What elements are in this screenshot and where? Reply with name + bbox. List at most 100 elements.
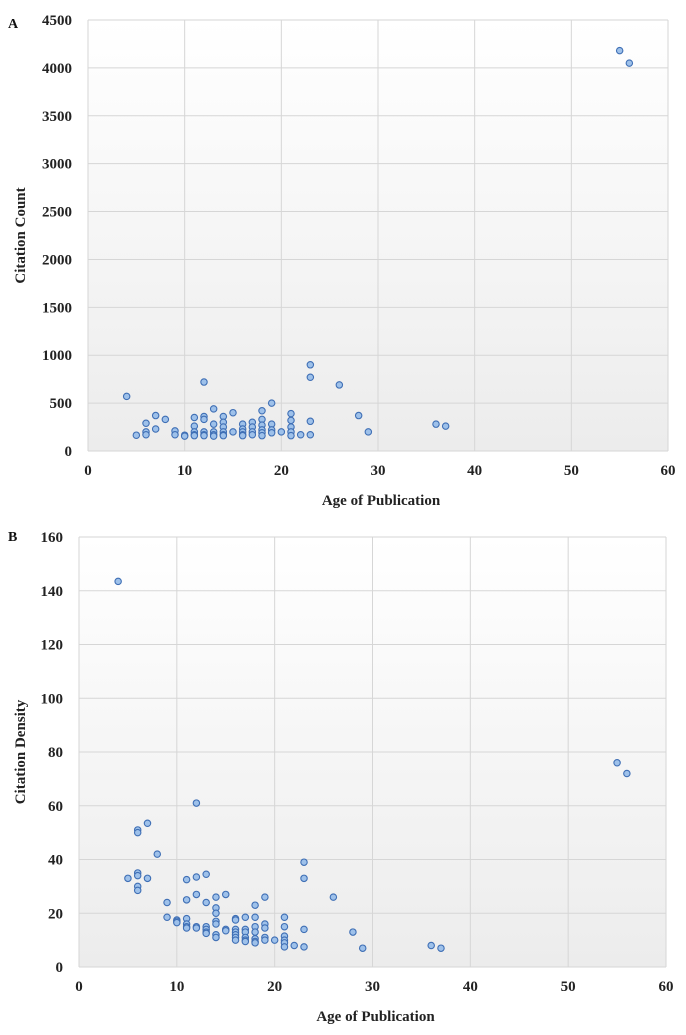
scatter-point [133,886,142,895]
y-tick-label: 0 [65,444,73,460]
scatter-point [287,431,295,440]
scatter-point [151,411,160,420]
scatter-point [251,939,259,947]
y-tick-label: 3500 [42,109,72,125]
scatter-point [209,420,218,428]
scatter-point [261,936,269,944]
y-tick-label: 0 [56,960,64,976]
scatter-point [142,430,150,439]
y-tick-label: 4500 [42,13,72,29]
scatter-point [258,407,266,415]
x-tick-label: 30 [371,463,386,479]
scatter-point [200,415,208,424]
scatter-point [354,411,363,420]
scatter-point [364,428,373,436]
panel-letter-a: A [8,17,19,32]
scatter-point [296,430,305,439]
scatter-point [202,898,210,907]
scatter-point [261,893,269,901]
scatter-point [358,944,367,952]
scatter-point [222,926,230,935]
scatter-point [267,429,276,437]
x-tick-label: 40 [463,979,478,995]
scatter-point [251,928,259,936]
scatter-point [209,432,218,440]
scatter-point [122,392,131,401]
scatter-point [300,925,308,934]
scatter-point [623,769,631,778]
x-tick-label: 50 [564,463,579,479]
scatter-point [212,909,220,917]
scatter-point [229,428,237,436]
y-tick-label: 3000 [42,157,72,173]
x-axis-title: Age of Publication [322,493,441,509]
y-axis-title: Citation Density [13,699,29,804]
scatter-point [613,758,621,767]
scatter-point [151,425,160,433]
scatter-point [190,413,199,422]
scatter-point [238,431,247,440]
scatter-point [349,928,357,936]
scatter-point [300,943,308,951]
y-axis-title: Citation Count [13,187,29,283]
scatter-point [192,924,201,932]
x-tick-label: 50 [561,979,576,995]
scatter-point [261,924,269,932]
scatter-point [248,430,257,439]
x-tick-label: 10 [177,463,192,479]
x-tick-label: 60 [661,463,676,479]
scatter-point [229,408,237,417]
scatter-point [192,890,201,899]
x-tick-label: 60 [659,979,674,995]
scatter-point [180,432,189,440]
y-tick-label: 80 [48,745,63,761]
scatter-point [427,941,435,950]
scatter-point [200,431,208,440]
scatter-point [231,916,240,924]
panel-letter-b: B [8,530,17,545]
x-tick-label: 30 [365,979,380,995]
chart-panel-a: A 0 500 1000 1500 2000 2500 3000 3500 4000 4500 0 1… [8,13,676,509]
scatter-point [222,890,230,899]
scatter-point [329,893,338,901]
scatter-point [241,913,250,922]
x-tick-label: 0 [75,979,83,995]
scatter-point [437,944,445,952]
scatter-point [202,929,210,938]
scatter-point [335,381,344,389]
x-tick-label: 40 [467,463,482,479]
y-tick-label: 140 [41,584,64,600]
scatter-point [306,417,315,426]
scatter-point [212,893,220,901]
y-tick-label: 2000 [42,252,72,268]
y-tick-label: 40 [48,853,63,869]
scatter-point [287,416,295,425]
scatter-point [190,431,199,440]
scatter-point [300,858,308,866]
y-tick-label: 1000 [42,348,72,364]
scatter-point [625,59,634,67]
y-tick-label: 20 [48,906,63,922]
y-tick-label: 120 [41,638,64,654]
scatter-point [143,874,152,883]
scatter-point [219,431,228,440]
x-tick-label: 10 [169,979,184,995]
scatter-point [267,399,276,407]
scatter-point [161,415,170,424]
scatter-point [280,943,289,951]
scatter-point [114,577,122,586]
scatter-point [306,361,315,369]
scatter-point [142,419,150,427]
y-tick-label: 4000 [42,61,72,77]
scatter-point [124,874,132,883]
scatter-point [182,875,191,884]
scatter-point [200,378,208,386]
chart-panel-b: B 0 20 40 60 80 100 120 140 160 0 10 20 30 40 50 60 Age … [8,530,674,1025]
scatter-point [212,933,220,942]
x-axis-title: Age of Publication [316,1009,435,1025]
scatter-point [171,430,179,439]
scatter-point [132,431,141,439]
x-tick-label: 20 [274,463,289,479]
scatter-point [231,936,240,944]
scatter-point [212,920,220,928]
